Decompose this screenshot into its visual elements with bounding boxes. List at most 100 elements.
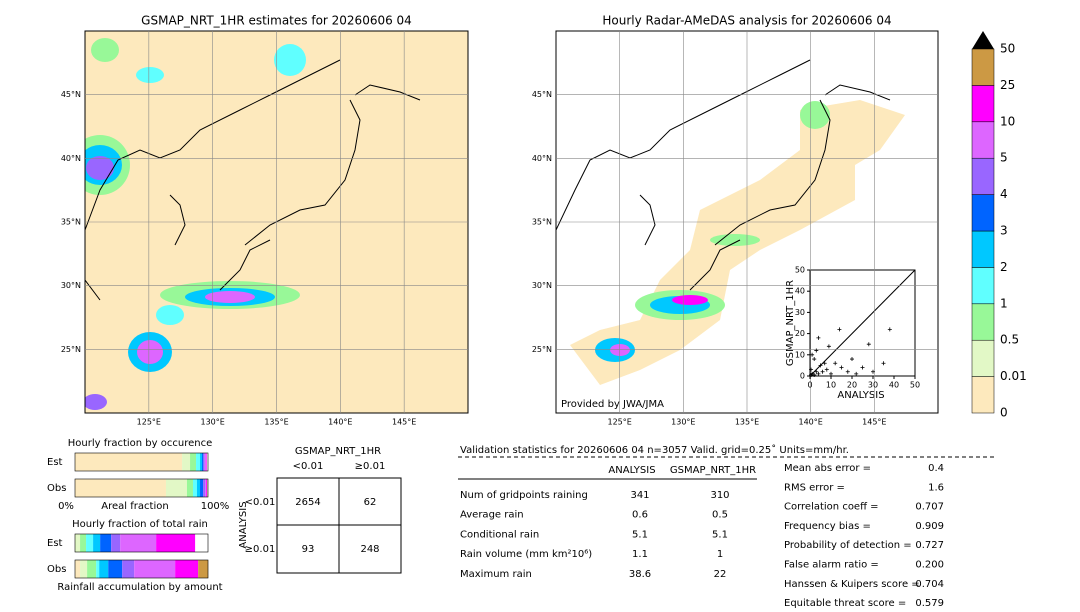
colorbar-segment xyxy=(971,339,995,377)
x-tick-label: 0 xyxy=(807,381,812,390)
row-label: <0.01 xyxy=(245,497,276,508)
bar-segment xyxy=(80,534,87,552)
bar-segment xyxy=(196,453,201,471)
stat-value: 310 xyxy=(710,490,729,501)
cell: 62 xyxy=(364,497,377,508)
point xyxy=(809,372,814,377)
bar-segment xyxy=(111,534,121,552)
point xyxy=(829,371,833,376)
row-header: ANALYSIS xyxy=(238,501,249,548)
x-axis-label: ANALYSIS xyxy=(837,390,884,401)
point xyxy=(850,357,854,362)
bar-segment xyxy=(182,453,191,471)
score-label: Mean abs error = xyxy=(784,463,871,474)
point xyxy=(881,361,886,366)
credit: Provided by JWA/JMA xyxy=(561,399,664,410)
bar-segment xyxy=(100,534,112,552)
point xyxy=(810,352,815,357)
x-tick-label: 30 xyxy=(868,381,878,390)
bar-frame xyxy=(74,533,209,553)
bar-segment xyxy=(156,534,196,552)
bar-segment xyxy=(202,453,204,471)
x-tick-label: 40 xyxy=(889,381,899,390)
score-value: 0.909 xyxy=(915,521,944,532)
diagonal xyxy=(809,269,916,377)
y-tick-label: 20 xyxy=(795,329,805,338)
colorbar-segment xyxy=(971,303,995,341)
bar-segment xyxy=(200,479,204,497)
score-label: RMS error = xyxy=(784,482,845,493)
x-axis-label: Areal fraction xyxy=(101,501,168,512)
point xyxy=(816,335,821,340)
stat-label: Conditional rain xyxy=(460,529,539,540)
stat-label: Average rain xyxy=(460,510,524,521)
bar-segment xyxy=(134,560,176,578)
rain-field xyxy=(85,38,306,410)
colorbar-segment xyxy=(971,230,995,268)
map-title: Hourly Radar-AMeDAS analysis for 2026060… xyxy=(602,14,891,28)
point xyxy=(854,371,859,376)
bar-segment xyxy=(200,453,203,471)
x-axis-label: Rainfall accumulation by amount xyxy=(57,582,222,593)
x-tick-label: 20 xyxy=(847,381,857,390)
colorbar-label: 4 xyxy=(1000,187,1008,201)
row-label: Est xyxy=(47,457,63,468)
colorbar-segment xyxy=(971,48,995,86)
x-tick-label: 50 xyxy=(910,381,920,390)
colorbar-label: 3 xyxy=(1000,224,1008,238)
stat-label: Rain volume (mm km²10⁶) xyxy=(460,549,592,560)
bar-segment xyxy=(75,534,81,552)
score-value: 0.579 xyxy=(915,598,944,609)
bar-segment xyxy=(87,560,97,578)
x-tick-label: 140°E xyxy=(328,418,352,427)
bar-segment xyxy=(75,479,166,497)
stat-value: 0.6 xyxy=(632,510,648,521)
point xyxy=(818,363,823,368)
point xyxy=(866,342,871,347)
bar-segment xyxy=(203,453,205,471)
bar-segment xyxy=(75,453,183,471)
stat-value: 22 xyxy=(714,569,727,580)
column-header: <0.01 xyxy=(293,461,324,472)
colorbar-label: 50 xyxy=(1000,42,1015,56)
y-tick-label: 30 xyxy=(795,308,805,317)
point xyxy=(816,371,821,376)
y-tick-label: 35°N xyxy=(61,218,81,227)
column-header: ANALYSIS xyxy=(608,465,655,476)
y-tick-label: 30°N xyxy=(61,281,81,290)
bar-segment xyxy=(198,560,209,578)
score-label: Probability of detection = xyxy=(784,540,912,551)
colorbar-label: 0 xyxy=(1000,406,1008,420)
x-tick-label: 125°E xyxy=(137,418,161,427)
stat-value: 1 xyxy=(717,549,723,560)
point xyxy=(820,369,825,374)
colorbar-label: 25 xyxy=(1000,78,1015,92)
stat-label: Num of gridpoints raining xyxy=(460,490,588,501)
bar-frame xyxy=(74,478,209,498)
colorbar-segment xyxy=(971,267,995,305)
cell: 93 xyxy=(302,544,315,555)
x-tick-label: 10 xyxy=(826,381,836,390)
bar-segment xyxy=(165,479,187,497)
y-tick-label: 40°N xyxy=(532,154,552,163)
colorbar-segment xyxy=(971,376,995,414)
bar-segment xyxy=(190,453,197,471)
bar-segment xyxy=(196,479,201,497)
colorbar-label: 0.01 xyxy=(1000,369,1027,383)
x-tick-label: 135°E xyxy=(264,418,288,427)
y-tick-label: 40 xyxy=(795,287,805,296)
coastline xyxy=(85,59,421,301)
score-value: 0.200 xyxy=(915,560,944,571)
bar-segment xyxy=(205,479,207,497)
score-value: 1.6 xyxy=(928,482,944,493)
y-tick-label: 10 xyxy=(795,350,805,359)
x-tick-label: 145°E xyxy=(392,418,416,427)
x-tick-label: 0% xyxy=(58,501,74,512)
stat-value: 5.1 xyxy=(712,529,728,540)
colorbar-label: 2 xyxy=(1000,260,1008,274)
point xyxy=(839,365,844,370)
y-tick-label: 40°N xyxy=(61,154,81,163)
point xyxy=(809,367,814,372)
bar-segment xyxy=(75,560,81,578)
